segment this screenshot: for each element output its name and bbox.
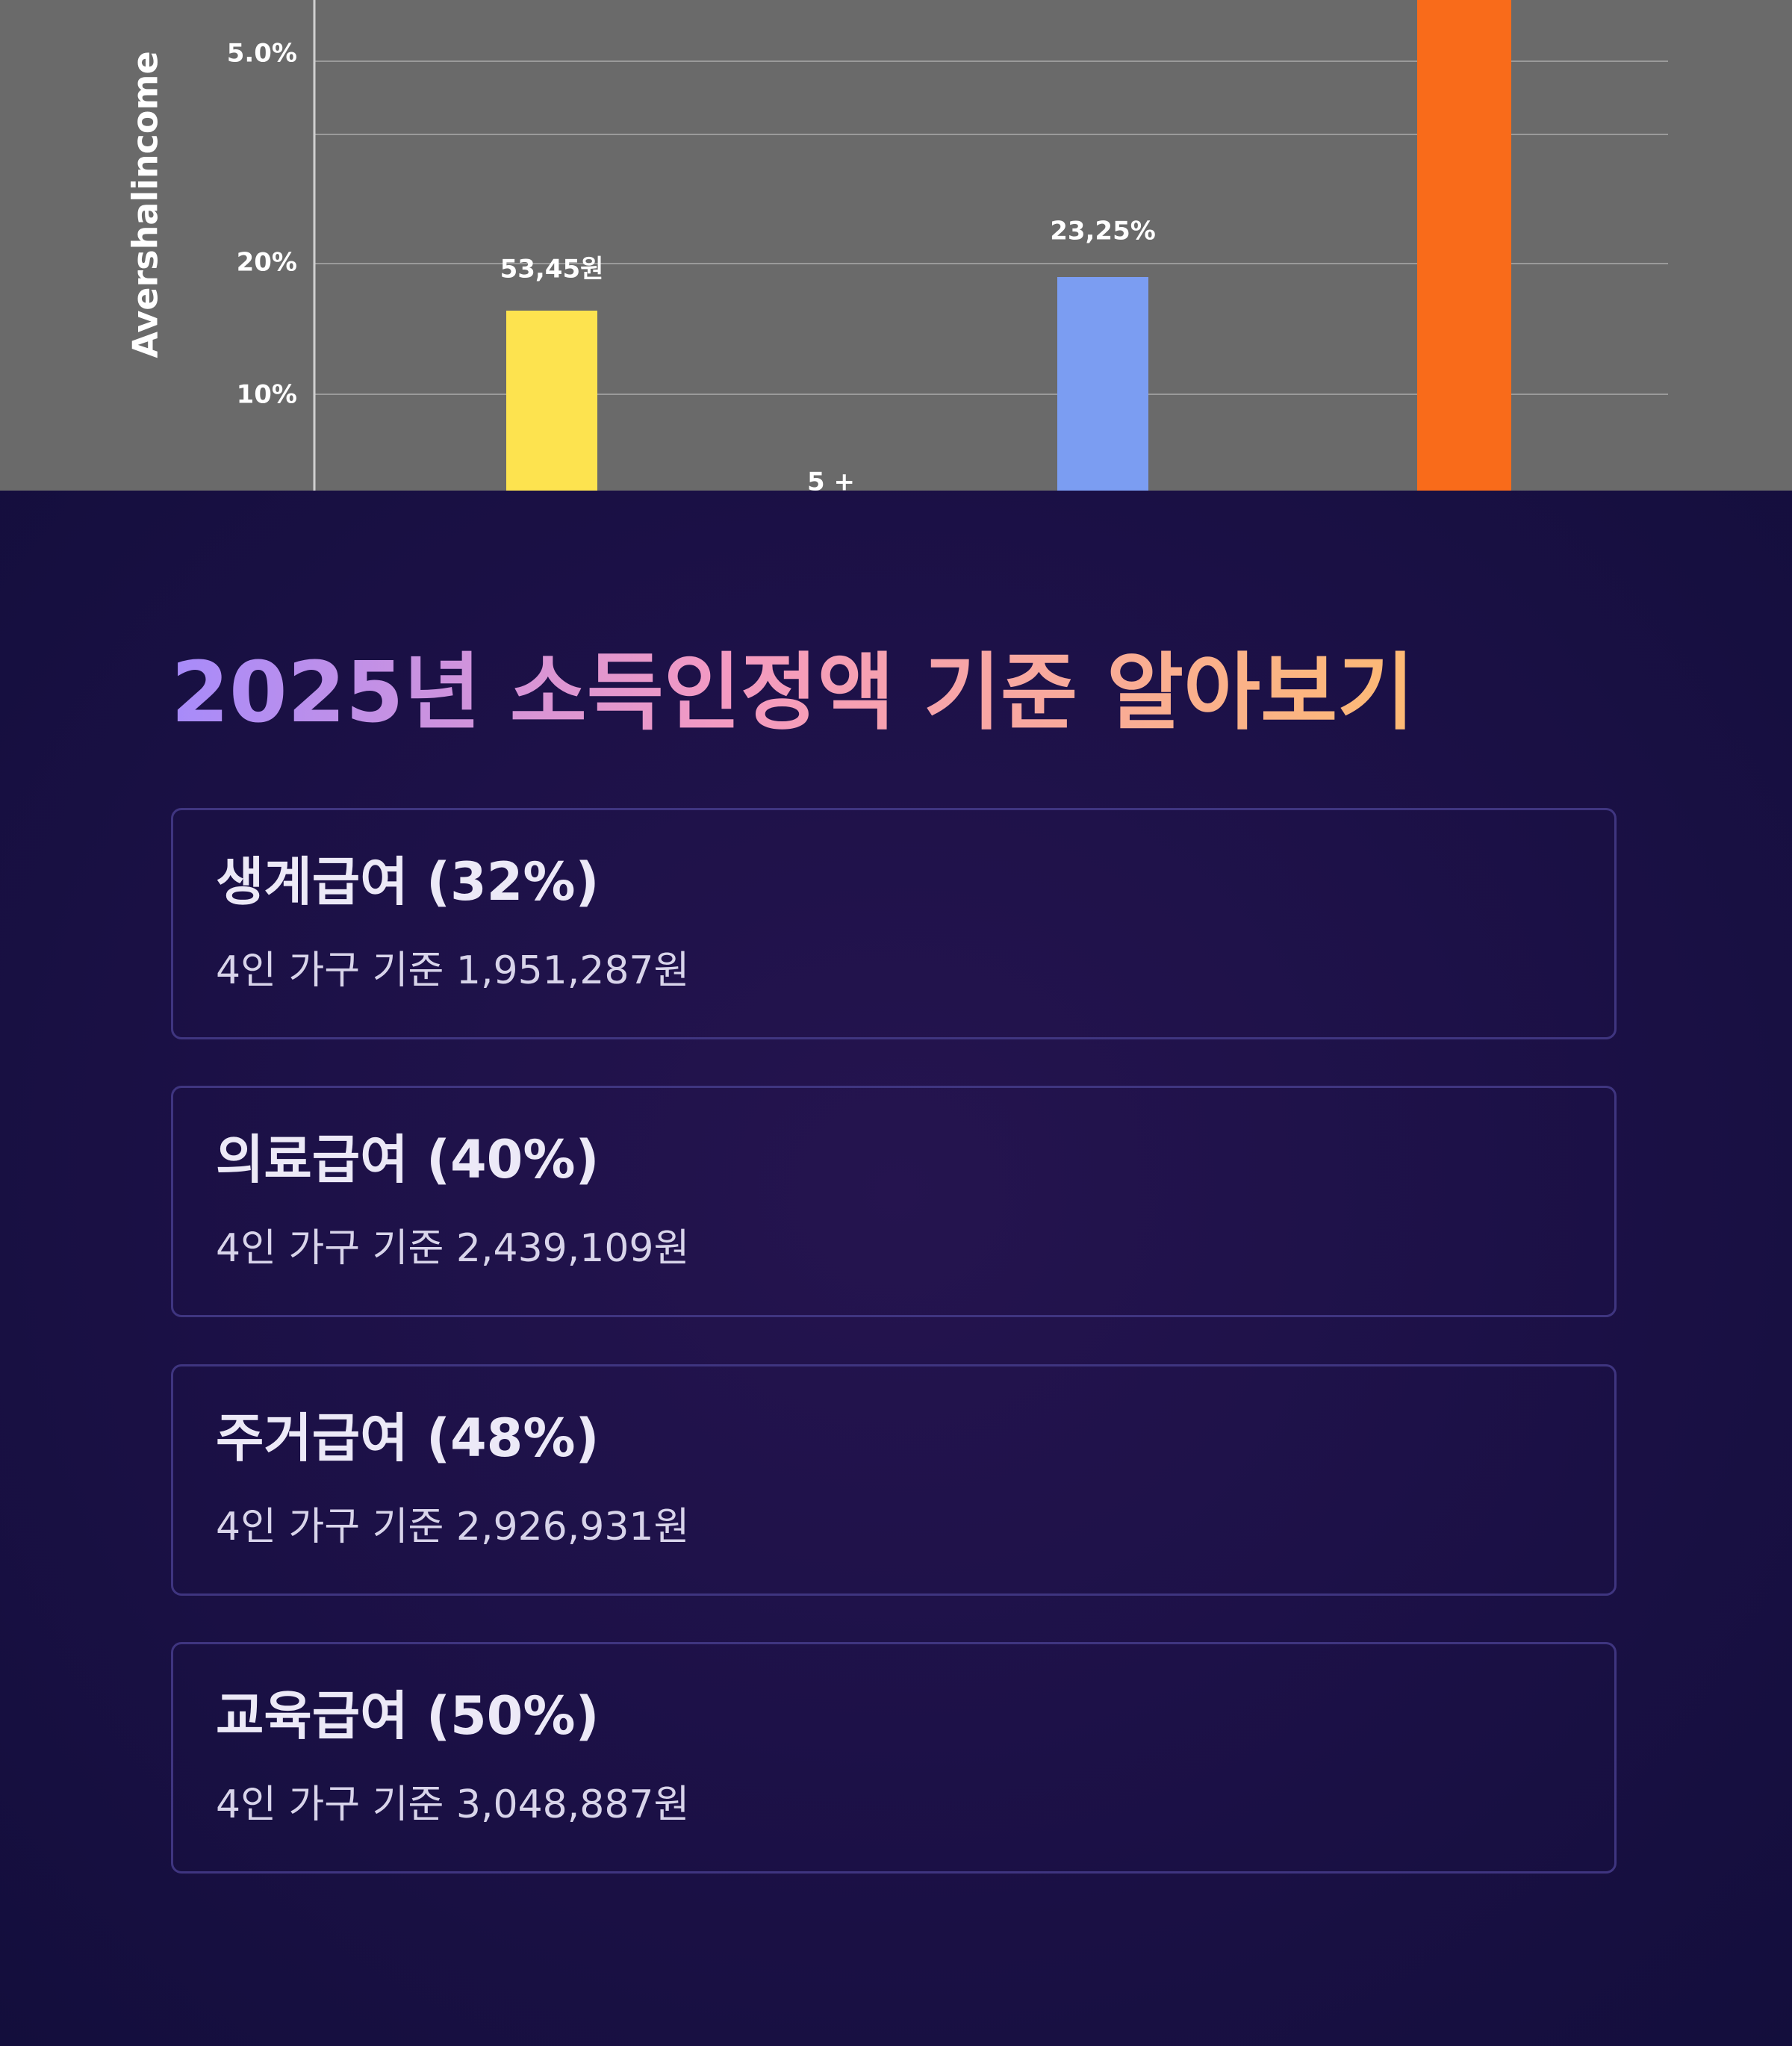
benefit-card: 의료급여 (40%) 4인 가구 기준 2,439,109원 [171,1086,1617,1317]
benefit-card: 생계급여 (32%) 4인 가구 기준 1,951,287원 [171,808,1617,1039]
tick-label: 20% [237,248,297,278]
card-detail: 4인 가구 기준 1,951,287원 [216,948,690,993]
content-section: 2025년 소득인정액 기준 알아보기 생계급여 (32%) 4인 가구 기준 … [0,491,1792,2046]
section-title: 2025년 소득인정액 기준 알아보기 [171,644,1415,741]
bar-label: 53,45원 [500,255,604,284]
bar [1417,0,1511,491]
benefit-card: 교육급여 (50%) 4인 가구 기준 3,048,887원 [171,1642,1617,1874]
card-detail: 4인 가구 기준 2,926,931원 [216,1505,690,1549]
bar [506,311,597,491]
hero-image: Avershalincome 5.0% 20% 10% 53,45원 5 + 2… [0,0,1792,491]
card-detail: 4인 가구 기준 3,048,887원 [216,1782,690,1827]
bar-label: 5 + [807,467,855,491]
card-title: 의료급여 (40%) [216,1129,600,1190]
image-background [0,0,1792,491]
card-title: 교육급여 (50%) [216,1685,600,1747]
tick-label: 10% [237,380,297,410]
benefit-card: 주거급여 (48%) 4인 가구 기준 2,926,931원 [171,1364,1617,1596]
card-detail: 4인 가구 기준 2,439,109원 [216,1226,690,1271]
axis-label: Avershalincome [125,51,166,358]
card-title: 생계급여 (32%) [216,851,600,912]
bar [1057,277,1148,491]
bar-label: 23,25% [1050,217,1156,246]
tick-label: 5.0% [227,39,297,69]
card-title: 주거급여 (48%) [216,1408,600,1469]
